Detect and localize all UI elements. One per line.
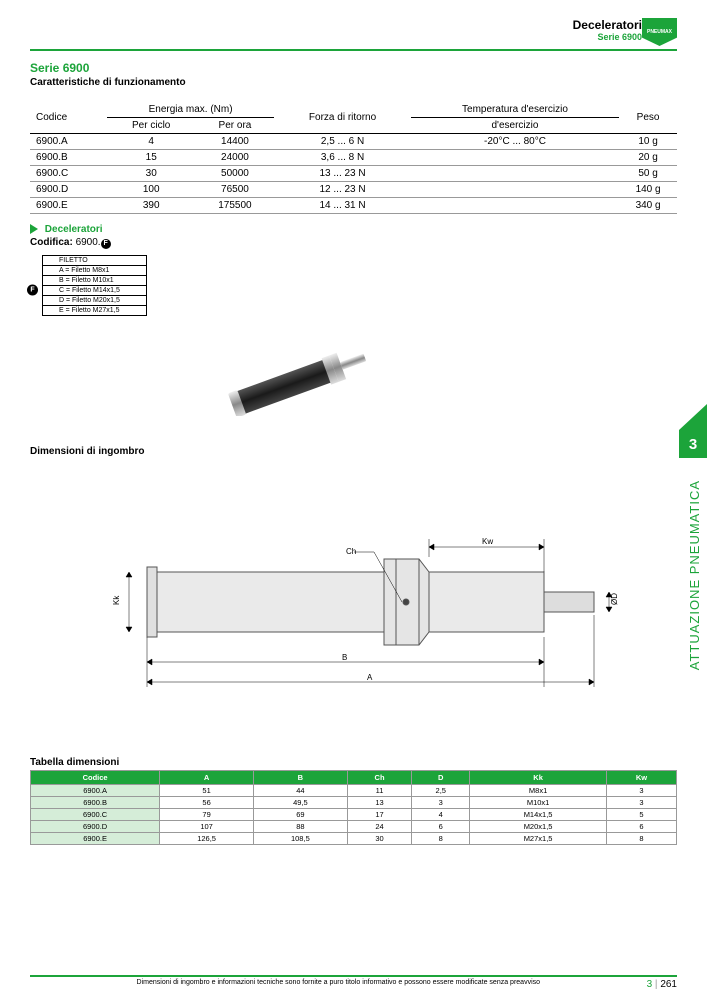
th-per-ora: Per ora — [196, 118, 275, 134]
arrow-icon — [30, 224, 38, 234]
th: Codice — [31, 770, 160, 784]
side-text: ATTUAZIONE PNEUMATICA — [687, 480, 702, 670]
table-row: 6900.D1007650012 ... 23 N140 g — [30, 182, 677, 198]
page-footer: Dimensioni di ingombro e informazioni te… — [30, 975, 677, 990]
table-row: 6900.C7969174M14x1,55 — [31, 808, 677, 820]
list-item: D = Filetto M20x1,5 — [43, 296, 146, 306]
dim-table: CodiceABChDKkKw 6900.A5144112,5M8x136900… — [30, 770, 677, 845]
table-row: 6900.A4144002,5 ... 6 N-20°C ... 80°C10 … — [30, 134, 677, 150]
th: Ch — [347, 770, 412, 784]
page-header: Deceleratori Serie 6900 PNEUMAX — [30, 18, 677, 51]
svg-text:B: B — [342, 653, 347, 662]
table-row: 6900.E126,5108,5308M27x1,58 — [31, 832, 677, 844]
th: Kk — [470, 770, 607, 784]
th-temp: Temperatura d'esercizio — [411, 102, 619, 118]
series-title: Serie 6900 — [30, 61, 677, 75]
page-number: 3 | 261 — [647, 979, 677, 990]
dim-table-title: Tabella dimensioni — [30, 757, 677, 768]
codifica: Codifica: 6900.F — [30, 237, 677, 249]
list-item: B = Filetto M10x1 — [43, 276, 146, 286]
filetto-dot-icon: F — [27, 285, 38, 296]
th: A — [160, 770, 254, 784]
product-image — [220, 346, 677, 416]
th-per-ciclo: Per ciclo — [107, 118, 196, 134]
brand-logo: PNEUMAX — [642, 18, 677, 46]
spec-table: Codice Energia max. (Nm) Forza di ritorn… — [30, 102, 677, 214]
table-row: 6900.E39017550014 ... 31 N340 g — [30, 198, 677, 214]
list-item: A = Filetto M8x1 — [43, 266, 146, 276]
dimensions-title: Dimensioni di ingombro — [30, 446, 677, 457]
header-title: Deceleratori — [573, 18, 642, 32]
svg-text:Kk: Kk — [112, 594, 121, 604]
header-subtitle: Serie 6900 — [573, 32, 642, 42]
footer-disclaimer: Dimensioni di ingombro e informazioni te… — [30, 979, 647, 990]
th-forza: Forza di ritorno — [274, 102, 410, 134]
th-temp2: d'esercizio — [411, 118, 619, 134]
th-peso: Peso — [619, 102, 677, 134]
th: Kw — [607, 770, 677, 784]
technical-drawing: Ch Kw Kk B A ØD — [84, 517, 624, 697]
filetto-table: FILETTO F A = Filetto M8x1B = Filetto M1… — [42, 255, 147, 316]
list-item: C = Filetto M14x1,5 — [43, 286, 146, 296]
series-subtitle: Caratteristiche di funzionamento — [30, 77, 677, 88]
th-energia: Energia max. (Nm) — [107, 102, 274, 118]
table-row: 6900.D10788246M20x1,56 — [31, 820, 677, 832]
table-row: 6900.C305000013 ... 23 N50 g — [30, 166, 677, 182]
svg-text:A: A — [367, 673, 373, 682]
table-row: 6900.B5649,5133M10x13 — [31, 796, 677, 808]
list-item: E = Filetto M27x1,5 — [43, 306, 146, 315]
table-row: 6900.A5144112,5M8x13 — [31, 784, 677, 796]
svg-text:Ch: Ch — [346, 547, 356, 556]
th: B — [253, 770, 347, 784]
svg-text:ØD: ØD — [610, 592, 619, 604]
th-codice: Codice — [30, 102, 107, 134]
deceleratori-label: Deceleratori — [30, 224, 677, 235]
svg-text:Kw: Kw — [482, 537, 493, 546]
filetto-header: FILETTO — [43, 256, 146, 266]
table-row: 6900.B15240003,6 ... 8 N20 g — [30, 150, 677, 166]
th: D — [412, 770, 470, 784]
side-tab: 3 — [679, 430, 707, 458]
